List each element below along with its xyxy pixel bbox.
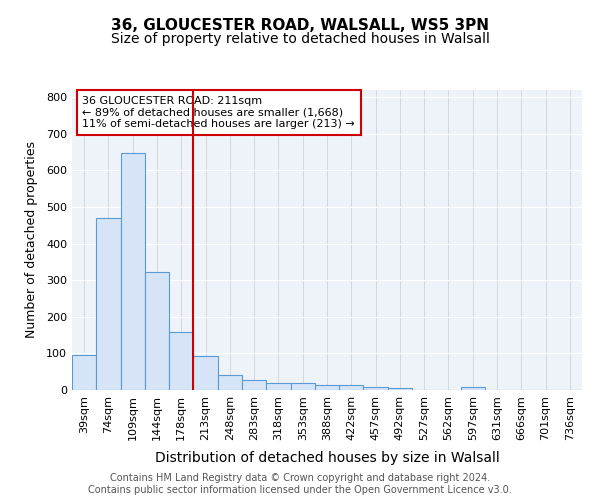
X-axis label: Distribution of detached houses by size in Walsall: Distribution of detached houses by size … — [155, 451, 499, 465]
Bar — [193, 356, 218, 390]
Bar — [218, 374, 242, 390]
Bar — [169, 332, 193, 390]
Bar — [145, 272, 169, 390]
Text: 36, GLOUCESTER ROAD, WALSALL, WS5 3PN: 36, GLOUCESTER ROAD, WALSALL, WS5 3PN — [111, 18, 489, 32]
Text: 36 GLOUCESTER ROAD: 211sqm
← 89% of detached houses are smaller (1,668)
11% of s: 36 GLOUCESTER ROAD: 211sqm ← 89% of deta… — [82, 96, 355, 129]
Text: Contains HM Land Registry data © Crown copyright and database right 2024.
Contai: Contains HM Land Registry data © Crown c… — [88, 474, 512, 495]
Bar — [339, 385, 364, 390]
Bar — [461, 387, 485, 390]
Bar — [72, 355, 96, 390]
Bar — [242, 380, 266, 390]
Bar — [315, 384, 339, 390]
Bar — [388, 388, 412, 390]
Bar — [96, 218, 121, 390]
Text: Size of property relative to detached houses in Walsall: Size of property relative to detached ho… — [110, 32, 490, 46]
Bar — [121, 153, 145, 390]
Bar — [364, 387, 388, 390]
Bar — [266, 382, 290, 390]
Bar — [290, 384, 315, 390]
Y-axis label: Number of detached properties: Number of detached properties — [25, 142, 38, 338]
